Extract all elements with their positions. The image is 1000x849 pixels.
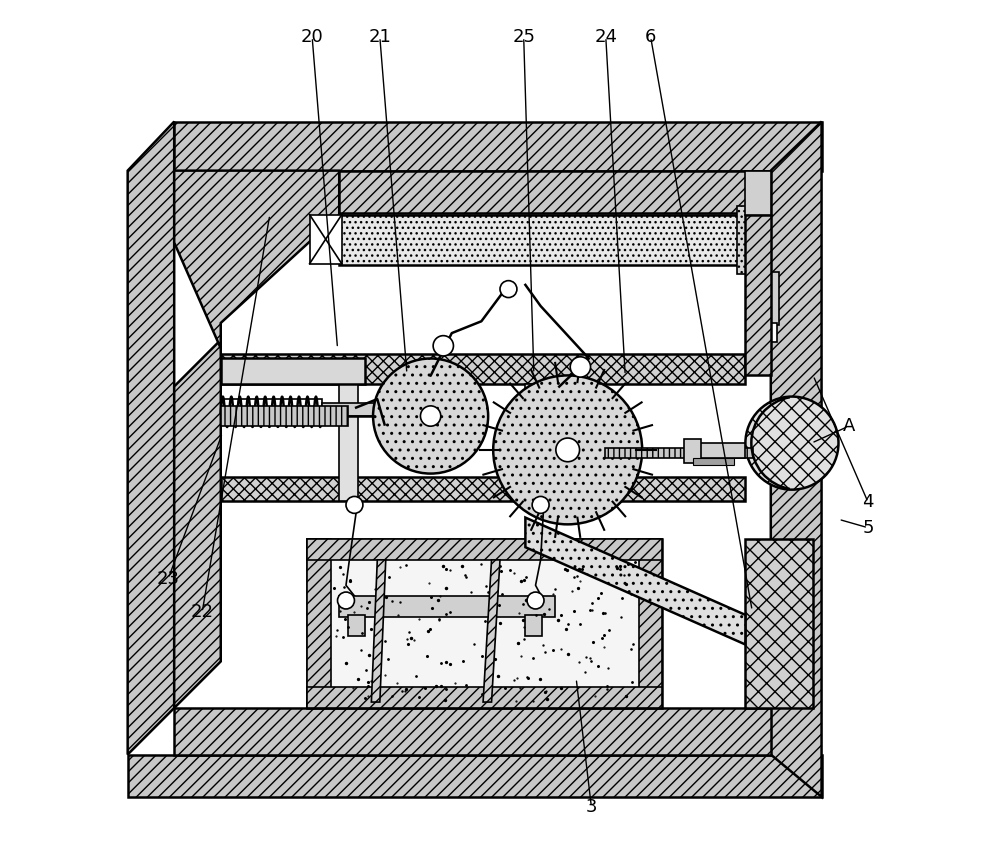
Bar [605, 448, 753, 458]
Text: 25: 25 [512, 28, 535, 46]
Bar [307, 539, 331, 708]
Bar [339, 213, 745, 266]
Circle shape [500, 281, 517, 297]
Circle shape [570, 357, 591, 377]
Text: 22: 22 [191, 604, 214, 621]
Circle shape [373, 358, 488, 474]
Bar [221, 354, 745, 384]
Bar [348, 615, 365, 636]
Circle shape [527, 592, 544, 609]
Circle shape [346, 497, 363, 514]
Circle shape [745, 396, 838, 490]
Bar [758, 323, 777, 341]
Bar [221, 477, 745, 501]
Polygon shape [174, 121, 822, 171]
Bar [307, 539, 662, 708]
Text: 5: 5 [862, 519, 874, 537]
Circle shape [493, 375, 642, 525]
Bar [693, 443, 745, 458]
Bar [307, 539, 662, 559]
Bar [525, 384, 544, 501]
Bar [745, 171, 771, 215]
Bar [310, 215, 342, 264]
Bar [693, 458, 734, 465]
Text: 21: 21 [368, 28, 391, 46]
Polygon shape [371, 559, 386, 702]
Polygon shape [128, 755, 822, 797]
Text: 3: 3 [586, 798, 597, 816]
Polygon shape [771, 121, 822, 797]
Text: 4: 4 [862, 493, 874, 511]
Polygon shape [174, 708, 771, 755]
Bar [745, 539, 813, 708]
Text: 24: 24 [594, 28, 617, 46]
Polygon shape [525, 518, 745, 644]
Bar [525, 615, 542, 636]
Bar [754, 273, 779, 324]
Text: 6: 6 [645, 28, 656, 46]
Polygon shape [174, 340, 221, 708]
Bar [307, 687, 662, 708]
Polygon shape [483, 559, 500, 702]
Bar [684, 439, 701, 463]
Text: 23: 23 [157, 570, 180, 588]
Bar [221, 399, 322, 420]
Polygon shape [128, 121, 174, 755]
Bar [339, 384, 358, 501]
Polygon shape [174, 171, 339, 348]
Bar [737, 206, 771, 274]
Circle shape [556, 438, 580, 462]
Bar [322, 403, 390, 416]
Circle shape [532, 497, 549, 514]
Text: A: A [842, 417, 855, 436]
Circle shape [433, 335, 453, 356]
Bar [221, 406, 348, 426]
Circle shape [420, 406, 441, 426]
Bar [339, 596, 555, 617]
Polygon shape [339, 171, 771, 215]
Bar [221, 358, 365, 384]
Circle shape [338, 592, 354, 609]
Bar [745, 215, 771, 375]
Bar [639, 539, 662, 708]
Text: 20: 20 [301, 28, 324, 46]
